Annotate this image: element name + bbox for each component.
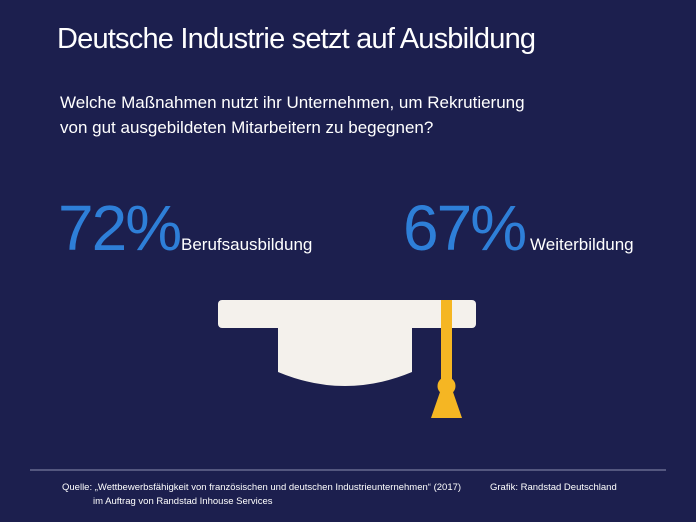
title: Deutsche Industrie setzt auf Ausbildung bbox=[57, 23, 535, 55]
cap-body bbox=[278, 326, 412, 386]
question-line: von gut ausgebildeten Mitarbeitern zu be… bbox=[60, 118, 433, 137]
question-line: Welche Maßnahmen nutzt ihr Unternehmen, … bbox=[60, 93, 525, 112]
stat-value: 72% bbox=[58, 192, 180, 264]
source: Quelle: „Wettbewerbsfähigkeit von franzö… bbox=[62, 482, 461, 493]
stat-value: 67% bbox=[403, 192, 525, 264]
credit: Grafik: Randstad Deutschland bbox=[490, 482, 617, 493]
stat-label: Berufsausbildung bbox=[181, 235, 312, 254]
tassel-knot bbox=[437, 377, 456, 395]
tassel bbox=[431, 392, 462, 418]
source: im Auftrag von Randstad Inhouse Services bbox=[93, 496, 273, 507]
stat-label: Weiterbildung bbox=[530, 235, 634, 254]
graduation-cap bbox=[218, 300, 476, 418]
tassel-cord bbox=[441, 300, 452, 380]
cap-board bbox=[218, 300, 476, 328]
